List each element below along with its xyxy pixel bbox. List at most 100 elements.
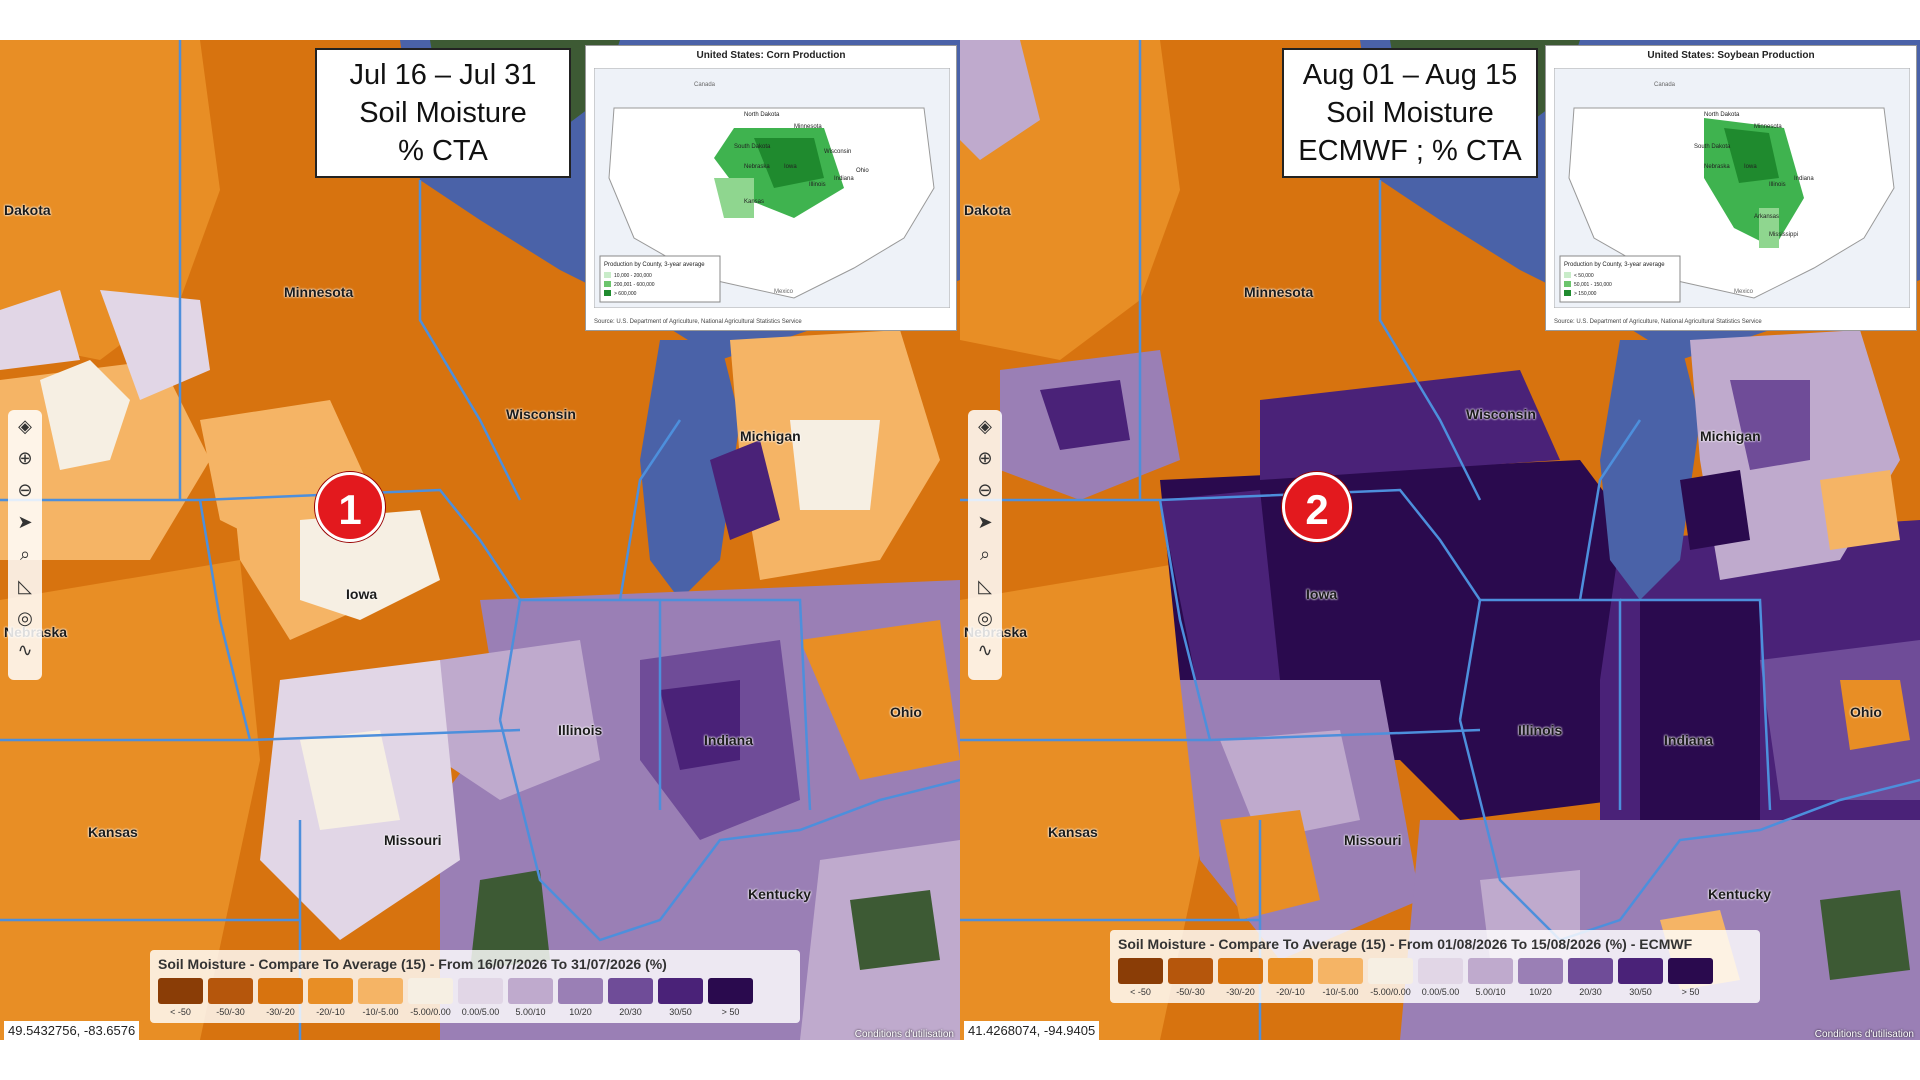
legend-class-label: 10/20 [569, 1007, 592, 1017]
legend-class-label: < -50 [1130, 987, 1151, 997]
inset-source: Source: U.S. Department of Agriculture, … [1554, 319, 1762, 325]
legend-class-label: < -50 [170, 1007, 191, 1017]
inset-legend-item: 10,000 - 200,000 [614, 273, 652, 279]
state-label: Kansas [88, 824, 138, 840]
legend-class-label: -5.00/0.00 [1370, 987, 1411, 997]
legend-class: -50/-30 [1168, 958, 1213, 997]
zoom-in-icon[interactable]: ⊕ [977, 448, 993, 468]
map-toolbar: ◈ ⊕ ⊖ ➤ ⌕ ◺ ◎ ∿ [968, 410, 1002, 680]
map-panel-left[interactable]: Dakota Minnesota Wisconsin Michigan Iowa… [0, 40, 960, 1040]
legend-swatch [708, 978, 753, 1004]
legend-title: Soil Moisture - Compare To Average (15) … [158, 956, 667, 972]
state-label: Minnesota [1244, 284, 1314, 300]
production-inset-map: United States: Corn Production Productio… [585, 45, 957, 331]
search-icon[interactable]: ⌕ [19, 544, 31, 564]
legend-class: -50/-30 [208, 978, 253, 1017]
legend-class: < -50 [1118, 958, 1163, 997]
state-label: Iowa [346, 586, 378, 602]
zoom-out-icon[interactable]: ⊖ [17, 480, 33, 500]
state-label: Wisconsin [1466, 406, 1536, 422]
state-label: Michigan [1700, 428, 1761, 444]
navigate-icon[interactable]: ➤ [17, 512, 33, 532]
legend-swatch [1418, 958, 1463, 984]
legend-swatch [408, 978, 453, 1004]
legend-swatch [458, 978, 503, 1004]
measure-icon[interactable]: ◺ [18, 576, 32, 596]
legend-class: 30/50 [658, 978, 703, 1017]
legend-swatch [1518, 958, 1563, 984]
terms-link[interactable]: Conditions d'utilisation [1814, 1029, 1914, 1040]
inset-map-label: Minnesota [1754, 124, 1782, 130]
legend-class: 10/20 [558, 978, 603, 1017]
region-marker: 1 [315, 472, 385, 542]
state-label: Ohio [890, 704, 922, 720]
inset-legend-item: > 600,000 [614, 291, 637, 297]
draw-icon[interactable]: ∿ [17, 640, 33, 660]
legend-class: -5.00/0.00 [1368, 958, 1413, 997]
inset-us-map: Production by County, 3-year average < 5… [1554, 68, 1910, 308]
legend-class: > 50 [708, 978, 753, 1017]
legend-swatch [1218, 958, 1263, 984]
search-icon[interactable]: ⌕ [979, 544, 991, 564]
layers-icon[interactable]: ◈ [978, 416, 992, 436]
state-label: Dakota [964, 202, 1011, 218]
legend-swatch [1468, 958, 1513, 984]
legend-class: > 50 [1668, 958, 1713, 997]
region-marker: 2 [1282, 472, 1352, 542]
state-label: Indiana [704, 732, 754, 748]
legend-class-label: -10/-5.00 [1322, 987, 1359, 997]
zoom-out-icon[interactable]: ⊖ [977, 480, 993, 500]
inset-map-label: Illinois [1769, 182, 1786, 188]
legend-class-label: 20/30 [1579, 987, 1602, 997]
state-label: Wisconsin [506, 406, 576, 422]
layers-icon[interactable]: ◈ [18, 416, 32, 436]
inset-legend-item: < 50,000 [1574, 273, 1594, 279]
period-label-line: Soil Moisture [359, 97, 527, 129]
legend-swatch [1568, 958, 1613, 984]
period-label-line: % CTA [398, 135, 488, 167]
legend-class-label: -50/-30 [1176, 987, 1205, 997]
inset-map-label: Minnesota [794, 124, 822, 130]
zoom-in-icon[interactable]: ⊕ [17, 448, 33, 468]
legend-class: -30/-20 [258, 978, 303, 1017]
legend-swatch [308, 978, 353, 1004]
inset-map-label: Kansas [744, 199, 764, 205]
legend-swatch [158, 978, 203, 1004]
inset-legend-title: Production by County, 3-year average [1564, 262, 1665, 268]
map-panel-right[interactable]: Dakota Minnesota Wisconsin Michigan Iowa… [960, 40, 1920, 1040]
locate-icon[interactable]: ◎ [17, 608, 33, 628]
production-inset-map: United States: Soybean Production Produc… [1545, 45, 1917, 331]
inset-title: United States: Corn Production [696, 50, 846, 61]
inset-map-label: South Dakota [1694, 144, 1731, 150]
legend-class: -10/-5.00 [1318, 958, 1363, 997]
inset-map-label: Illinois [809, 182, 826, 188]
inset-map-label: Iowa [784, 164, 797, 170]
inset-map-label: North Dakota [1704, 112, 1740, 118]
period-label-box: Jul 16 – Jul 31 Soil Moisture % CTA [315, 48, 571, 178]
legend-class: -20/-10 [308, 978, 353, 1017]
measure-icon[interactable]: ◺ [978, 576, 992, 596]
inset-map-label: Nebraska [744, 164, 770, 170]
state-label: Kentucky [1708, 886, 1772, 902]
legend-swatch [508, 978, 553, 1004]
state-label: Illinois [558, 722, 603, 738]
legend-class-label: 30/50 [669, 1007, 692, 1017]
state-label: Indiana [1664, 732, 1714, 748]
inset-map-label: Mississippi [1769, 232, 1798, 238]
navigate-icon[interactable]: ➤ [977, 512, 993, 532]
period-label-line: ECMWF ; % CTA [1298, 135, 1522, 167]
legend-swatch [558, 978, 603, 1004]
state-label: Missouri [384, 832, 442, 848]
legend-class-label: 5.00/10 [515, 1007, 546, 1017]
legend-swatch [258, 978, 303, 1004]
locate-icon[interactable]: ◎ [977, 608, 993, 628]
draw-icon[interactable]: ∿ [977, 640, 993, 660]
period-label-box: Aug 01 – Aug 15 Soil Moisture ECMWF ; % … [1282, 48, 1538, 178]
legend-swatch [1618, 958, 1663, 984]
legend-swatch [1268, 958, 1313, 984]
inset-map-label: Mexico [774, 289, 794, 295]
terms-link[interactable]: Conditions d'utilisation [854, 1029, 954, 1040]
inset-legend-item: 200,001 - 600,000 [614, 282, 655, 288]
inset-map-label: South Dakota [734, 144, 771, 150]
inset-map-label: Indiana [834, 176, 854, 182]
